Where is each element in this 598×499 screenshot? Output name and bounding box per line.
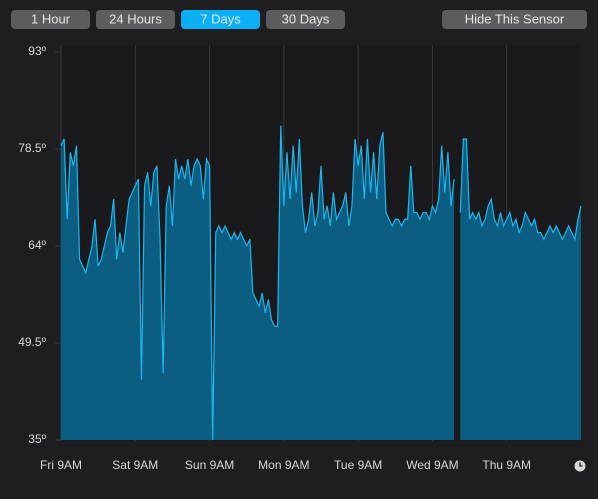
x-tick-label: Fri 9AM bbox=[40, 458, 82, 472]
area-line bbox=[60, 125, 582, 441]
y-tick-label: 64º bbox=[28, 238, 46, 252]
x-tick-label: Sat 9AM bbox=[112, 458, 158, 472]
button-bg bbox=[266, 10, 345, 29]
button-label: 24 Hours bbox=[109, 11, 162, 26]
x-tick-label: Thu 9AM bbox=[482, 458, 531, 472]
button-bg bbox=[96, 10, 175, 29]
button-label: Hide This Sensor bbox=[465, 11, 565, 26]
y-tick-label: 78.5º bbox=[18, 141, 46, 155]
y-tick-label: 49.5º bbox=[18, 335, 46, 349]
area-fill bbox=[61, 125, 581, 440]
range-button[interactable]: 24 Hours bbox=[96, 10, 175, 29]
button-label: 7 Days bbox=[200, 11, 241, 26]
y-tick-label: 35º bbox=[28, 432, 46, 446]
button-bg bbox=[11, 10, 90, 29]
range-button[interactable]: 7 Days bbox=[181, 10, 260, 29]
x-tick-label: Tue 9AM bbox=[334, 458, 382, 472]
range-button[interactable]: 30 Days bbox=[266, 10, 345, 29]
range-button[interactable]: 1 Hour bbox=[11, 10, 90, 29]
x-tick-label: Mon 9AM bbox=[258, 458, 309, 472]
button-label: 1 Hour bbox=[31, 11, 71, 26]
button-label: 30 Days bbox=[282, 11, 330, 26]
x-tick-label: Sun 9AM bbox=[185, 458, 234, 472]
clock-icon bbox=[574, 460, 586, 472]
button-bg bbox=[181, 10, 260, 29]
y-tick-label: 93º bbox=[28, 44, 46, 58]
x-tick-label: Wed 9AM bbox=[406, 458, 458, 472]
hide-sensor-button[interactable]: Hide This Sensor bbox=[442, 10, 587, 29]
button-bg bbox=[442, 10, 587, 29]
